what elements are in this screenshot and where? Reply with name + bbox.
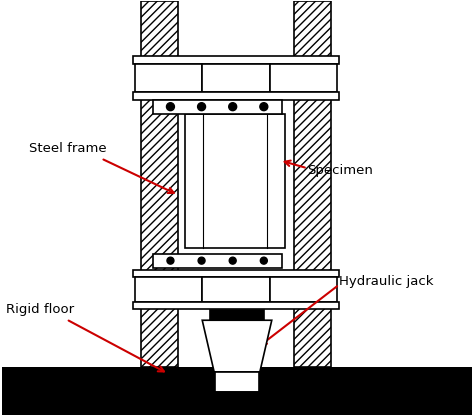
Circle shape	[260, 257, 267, 264]
Bar	[133, 92, 339, 100]
Bar	[202, 64, 270, 92]
Bar	[133, 302, 339, 310]
Bar	[270, 64, 337, 92]
Circle shape	[229, 257, 236, 264]
Bar	[293, 1, 331, 367]
Bar	[153, 100, 282, 114]
Circle shape	[260, 103, 268, 111]
Circle shape	[167, 257, 174, 264]
Circle shape	[198, 257, 205, 264]
Text: Rigid floor: Rigid floor	[6, 303, 73, 316]
Text: Steel frame: Steel frame	[29, 142, 107, 155]
Bar	[135, 277, 202, 302]
Bar	[210, 392, 264, 402]
Text: Specimen: Specimen	[308, 164, 374, 177]
Bar	[270, 277, 337, 302]
Bar	[141, 1, 178, 367]
Bar	[185, 114, 285, 248]
Text: Hydraulic jack: Hydraulic jack	[339, 275, 434, 288]
Bar	[1, 367, 473, 415]
Bar	[133, 56, 339, 64]
Bar	[135, 64, 202, 92]
Circle shape	[229, 103, 237, 111]
Bar	[215, 372, 259, 392]
Bar	[153, 254, 282, 267]
Bar	[133, 270, 339, 277]
Bar	[202, 277, 270, 302]
Circle shape	[198, 103, 206, 111]
Circle shape	[166, 103, 174, 111]
Polygon shape	[202, 320, 272, 372]
Bar	[210, 310, 264, 320]
